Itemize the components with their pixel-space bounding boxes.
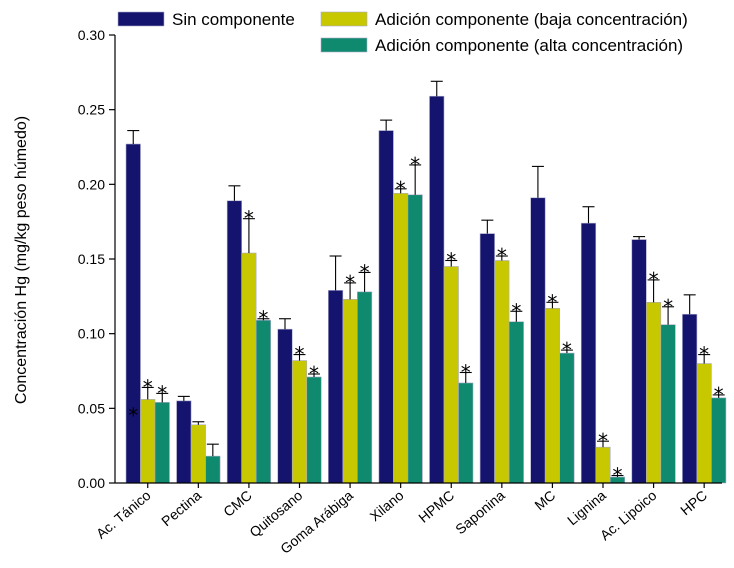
- y-tick-label: 0.25: [78, 102, 105, 118]
- bar-sin-componente-pectina: [176, 400, 192, 484]
- legend-label: Adición componente (alta concentración): [375, 36, 683, 55]
- significance-star: *: [244, 207, 254, 231]
- bar-adici-n-componente-baja-concentraci-n-ac-lipoico: [646, 302, 662, 484]
- y-axis-title: Concentración Hg (mg/kg peso húmedo): [13, 116, 30, 404]
- legend-swatch: [320, 11, 368, 27]
- significance-star: *: [497, 244, 507, 268]
- legend-label: Adición componente (baja concentración): [375, 10, 688, 29]
- x-tick-label: Ac. Lipoico: [597, 487, 660, 543]
- bar-adici-n-componente-baja-concentraci-n-xilano: [393, 192, 409, 484]
- significance-star: *: [562, 338, 572, 362]
- y-tick-labels: 0.00 0.05 0.10 0.15 0.20 0.25 0.30: [78, 27, 105, 491]
- bar-adici-n-componente-alta-concentraci-n-saponina: [508, 321, 524, 484]
- significance-star: *: [258, 307, 268, 331]
- bar-adici-n-componente-baja-concentraci-n-quitosano: [291, 360, 308, 484]
- bar-sin-componente-hpc: [682, 313, 698, 484]
- significance-star: *: [396, 177, 406, 201]
- significance-star: *: [446, 248, 456, 272]
- bar-sin-componente-saponina: [479, 233, 495, 484]
- bars-group: [125, 95, 727, 484]
- bar-sin-componente-xilano: [378, 130, 394, 484]
- x-tick-label: Saponina: [452, 487, 508, 537]
- bar-adici-n-componente-baja-concentraci-n-pectina: [190, 424, 206, 484]
- x-tick-label: CMC: [220, 487, 255, 520]
- significance-markers: ****** *****************: [128, 153, 723, 488]
- significance-star: *: [699, 343, 709, 367]
- significance-star: *: [309, 362, 319, 386]
- bar-adici-n-componente-baja-concentraci-n-hpmc: [443, 266, 459, 484]
- x-tick-label: Lignina: [564, 487, 609, 528]
- bar-sin-componente-lignina: [580, 222, 597, 484]
- x-tick-label: Xilano: [366, 487, 406, 524]
- bar-sin-componente-ac-t-nico: [125, 143, 141, 484]
- significance-star: *: [128, 403, 138, 427]
- significance-star: *: [143, 375, 153, 399]
- bar-adici-n-componente-alta-concentraci-n-xilano: [407, 194, 423, 484]
- significance-star: *: [663, 295, 673, 319]
- significance-star: *: [461, 360, 471, 384]
- bar-adici-n-componente-baja-concentraci-n-cmc: [241, 252, 257, 484]
- x-tick-label: MC: [531, 487, 558, 513]
- significance-star: *: [295, 343, 305, 367]
- significance-star: *: [410, 153, 420, 177]
- x-tick-label: Ac. Tánico: [93, 487, 154, 542]
- y-tick-label: 0.10: [78, 326, 105, 342]
- significance-star: *: [714, 383, 724, 407]
- bar-adici-n-componente-baja-concentraci-n-ac-t-nico: [140, 399, 156, 484]
- bar-adici-n-componente-alta-concentraci-n-hpmc: [458, 382, 474, 484]
- bar-adici-n-componente-alta-concentraci-n-ac-t-nico: [154, 402, 170, 484]
- y-tick-label: 0.05: [78, 400, 105, 416]
- significance-star: *: [345, 271, 355, 295]
- bar-adici-n-componente-alta-concentraci-n-goma-ar-biga: [357, 291, 373, 484]
- y-tick-label: 0.00: [78, 475, 105, 491]
- y-tick-label: 0.20: [78, 176, 105, 192]
- bar-sin-componente-mc: [530, 197, 546, 484]
- y-tick-label: 0.15: [78, 251, 105, 267]
- bar-sin-componente-quitosano: [277, 328, 293, 484]
- bar-sin-componente-cmc: [226, 200, 242, 484]
- bar-sin-componente-goma-ar-biga: [328, 290, 344, 484]
- y-tick-label: 0.30: [78, 27, 105, 43]
- bar-adici-n-componente-alta-concentraci-n-hpc: [711, 397, 727, 484]
- x-tick-label: HPMC: [415, 487, 457, 526]
- significance-star: *: [547, 290, 557, 314]
- legend-label: Sin componente: [172, 10, 295, 29]
- legend-swatch: [117, 11, 165, 27]
- legend: Sin componente Adición componente (baja c…: [117, 10, 688, 55]
- axes: [109, 34, 722, 488]
- bar-adici-n-componente-baja-concentraci-n-mc: [544, 307, 560, 484]
- significance-star: *: [613, 464, 623, 488]
- bar-adici-n-componente-alta-concentraci-n-ac-lipoico: [660, 324, 676, 484]
- bar-adici-n-componente-alta-concentraci-n-quitosano: [306, 376, 322, 484]
- x-tick-label: Pectina: [158, 487, 204, 529]
- legend-swatch: [320, 37, 368, 53]
- bar-adici-n-componente-alta-concentraci-n-pectina: [205, 455, 221, 484]
- significance-star: *: [598, 429, 608, 453]
- bar-sin-componente-hpmc: [429, 95, 445, 484]
- error-bars-group: [127, 80, 725, 478]
- bar-adici-n-componente-baja-concentraci-n-saponina: [494, 260, 510, 484]
- significance-star: *: [649, 268, 659, 292]
- bar-adici-n-componente-alta-concentraci-n-mc: [559, 352, 575, 484]
- x-tick-label: HPC: [677, 487, 710, 518]
- bar-sin-componente-ac-lipoico: [631, 239, 647, 484]
- significance-star: *: [157, 381, 167, 405]
- bar-adici-n-componente-alta-concentraci-n-cmc: [255, 319, 271, 484]
- bar-adici-n-componente-baja-concentraci-n-goma-ar-biga: [342, 299, 358, 484]
- significance-star: *: [511, 299, 521, 323]
- bar-adici-n-componente-baja-concentraci-n-hpc: [696, 363, 712, 484]
- significance-star: *: [360, 260, 370, 284]
